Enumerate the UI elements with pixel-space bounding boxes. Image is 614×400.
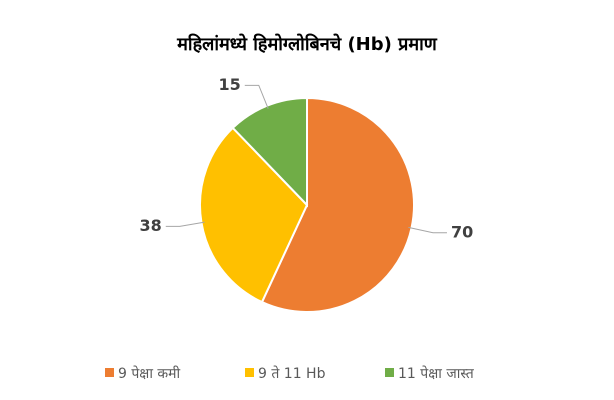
chart-title: महिलांमध्ये हिमोग्लोबिनचे (Hb) प्रमाण: [176, 33, 438, 55]
legend-marker: [385, 368, 394, 377]
legend-label: 9 पेक्षा कमी: [118, 365, 181, 382]
legend-marker: [105, 368, 114, 377]
data-label: 15: [219, 75, 241, 94]
data-label: 70: [451, 222, 473, 241]
leader-line: [244, 84, 269, 109]
leader-line: [165, 221, 205, 227]
data-label: 38: [140, 216, 162, 235]
legend-marker: [245, 368, 254, 377]
leader-line: [408, 226, 447, 234]
legend-label: 11 पेक्षा जास्त: [398, 365, 475, 382]
legend-label: 9 ते 11 Hb: [258, 365, 326, 382]
